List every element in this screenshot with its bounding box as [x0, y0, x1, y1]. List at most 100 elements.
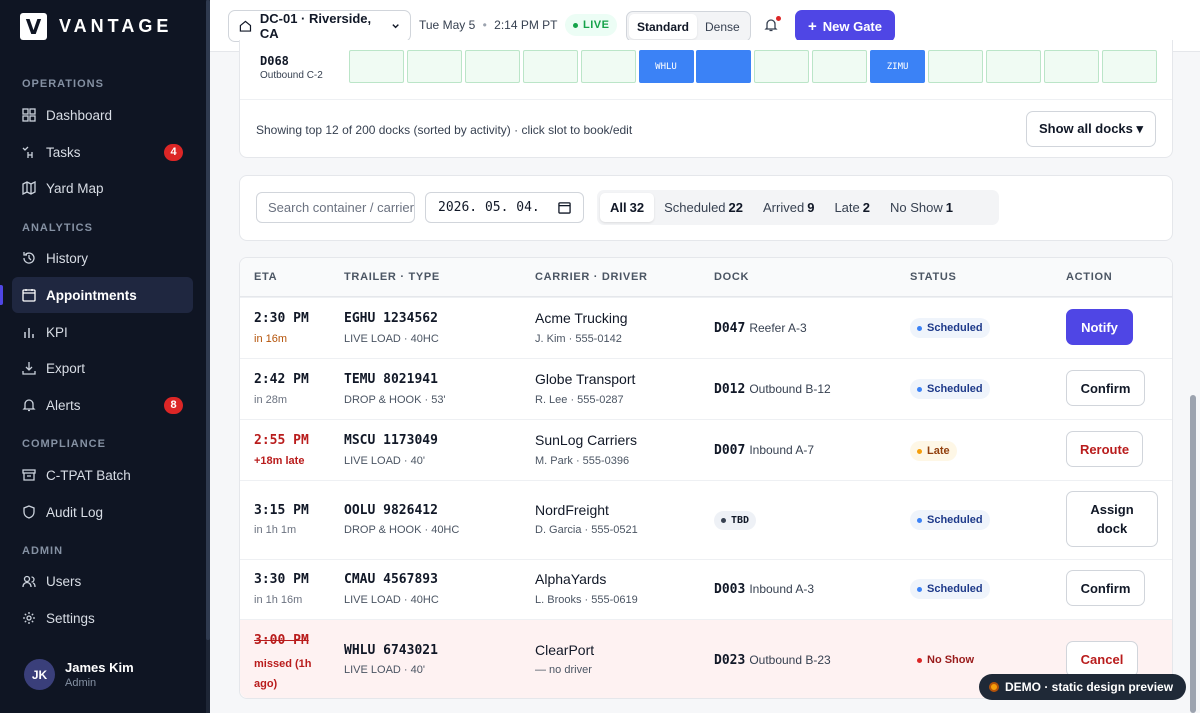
dock-slot-empty[interactable] [812, 50, 868, 83]
dock-slot-empty[interactable] [349, 50, 404, 83]
table-row[interactable]: 2:30 PM in 16m EGHU 1234562 LIVE LOAD · … [240, 297, 1172, 358]
calendar-icon [22, 289, 36, 302]
demo-badge: DEMO · static design preview [979, 674, 1186, 700]
dock-slot-empty[interactable] [1043, 50, 1099, 83]
datetime: Tue May 5 • 2:14 PM PT • [419, 18, 569, 32]
grid-icon [22, 108, 36, 122]
dock-name: Reefer A-3 [749, 321, 807, 335]
tab-late[interactable]: Late 2 [824, 193, 880, 222]
date-input[interactable]: 2026. 05. 04. [425, 192, 584, 223]
confirm-button[interactable]: Confirm [1066, 570, 1145, 606]
confirm-button[interactable]: Confirm [1066, 370, 1145, 406]
table-row[interactable]: 2:42 PM in 28m TEMU 8021941 DROP & HOOK … [240, 358, 1172, 419]
col-status[interactable]: STATUS [910, 271, 957, 283]
site-name: DC-01 · Riverside, CA [259, 11, 372, 41]
section-admin: ADMIN [22, 545, 64, 557]
tab-label: No Show [889, 200, 943, 215]
dock-name: Outbound C-2 [260, 70, 323, 81]
new-gate-button[interactable]: + New Gate [795, 10, 895, 42]
col-carrier[interactable]: CARRIER · DRIVER [535, 271, 648, 283]
bar-chart-icon [24, 328, 34, 338]
tab-no-show[interactable]: No Show 1 [880, 193, 963, 222]
status-badge: Scheduled [910, 579, 990, 599]
dock-slot-empty[interactable] [754, 50, 810, 83]
show-all-docks-button[interactable]: Show all docks ▾ [1026, 111, 1156, 147]
carrier-name: Acme Trucking [535, 310, 628, 326]
sidebar-item-alerts[interactable]: Alerts 8 [12, 387, 193, 423]
driver-info: R. Lee · 555-0287 [535, 394, 624, 406]
sidebar-scrollbar-thumb[interactable] [206, 0, 210, 640]
search-input[interactable]: Search container / carrier [256, 192, 415, 223]
driver-info: J. Kim · 555-0142 [535, 333, 622, 345]
sidebar-item-ctpat-batch[interactable]: C-TPAT Batch [12, 457, 193, 493]
trailer-id: MSCU 1173049 [344, 433, 438, 448]
dock-code: D047 [714, 321, 746, 336]
dock-slot-booked[interactable]: ZIMU [870, 50, 926, 83]
col-eta[interactable]: ETA [254, 271, 278, 283]
logo-icon: V [20, 13, 47, 40]
sidebar-scrollbar[interactable] [206, 0, 210, 713]
col-trailer[interactable]: TRAILER · TYPE [344, 271, 440, 283]
density-standard[interactable]: Standard [629, 14, 698, 39]
tab-label: Late [834, 200, 860, 215]
dock-slot-empty[interactable] [928, 50, 983, 83]
status-label: Scheduled [927, 514, 983, 526]
tab-scheduled[interactable]: Scheduled 22 [654, 193, 753, 222]
sidebar-item-label: Users [46, 573, 82, 589]
sidebar-item-history[interactable]: History [12, 240, 193, 276]
table-row[interactable]: 3:30 PM in 1h 16m CMAU 4567893 LIVE LOAD… [240, 559, 1172, 619]
eta-relative: in 28m [254, 394, 288, 406]
reroute-button[interactable]: Reroute [1066, 431, 1143, 467]
user-profile[interactable]: JK James Kim Admin [24, 659, 134, 690]
trailer-id: CMAU 4567893 [344, 572, 438, 587]
status-dot-icon [917, 517, 922, 523]
eta-relative: +18m late [254, 455, 305, 467]
dock-slot-empty[interactable] [406, 50, 462, 83]
sidebar-item-appointments[interactable]: Appointments [12, 277, 193, 313]
brand[interactable]: V VANTAGE [20, 13, 172, 40]
status-dot-icon [917, 586, 922, 592]
status-label: Scheduled [927, 583, 983, 595]
dock-slot-empty[interactable] [1101, 50, 1157, 83]
dock-slot-booked[interactable] [696, 50, 752, 83]
table-row[interactable]: 2:55 PM +18m late MSCU 1173049 LIVE LOAD… [240, 419, 1172, 480]
notification-bell-icon[interactable] [764, 17, 778, 33]
col-dock[interactable]: DOCK [714, 271, 750, 283]
status-dot-icon [917, 448, 922, 454]
sidebar-item-label: Alerts [46, 397, 81, 413]
dock-slot-booked[interactable]: WHLU [638, 50, 694, 83]
carrier-name: Globe Transport [535, 371, 636, 387]
col-action[interactable]: ACTION [1066, 271, 1113, 283]
sidebar-item-label: History [46, 250, 89, 266]
sidebar-item-users[interactable]: Users [12, 563, 193, 599]
section-analytics: ANALYTICS [22, 222, 93, 234]
sidebar-item-dashboard[interactable]: Dashboard [12, 97, 193, 133]
bell-icon [22, 399, 36, 412]
assign-dock-button[interactable]: Assign dock [1066, 491, 1158, 547]
sidebar-item-settings[interactable]: Settings [12, 600, 193, 636]
calendar-icon[interactable] [558, 201, 571, 214]
dock-slot-empty[interactable] [985, 50, 1041, 83]
tab-all[interactable]: All 32 [600, 193, 655, 222]
sidebar-item-label: Yard Map [46, 180, 104, 196]
notify-button[interactable]: Notify [1066, 309, 1133, 345]
dock-slot-empty[interactable] [464, 50, 520, 83]
trailer-id: OOLU 9826412 [344, 503, 438, 518]
sidebar-item-yard-map[interactable]: Yard Map [12, 170, 193, 206]
site-selector[interactable]: DC-01 · Riverside, CA [228, 10, 411, 42]
sidebar-item-tasks[interactable]: Tasks 4 [12, 134, 193, 170]
dock-slot-empty[interactable] [522, 50, 578, 83]
table-row[interactable]: 3:15 PM in 1h 1m OOLU 9826412 DROP & HOO… [240, 480, 1172, 559]
density-dense[interactable]: Dense [705, 19, 740, 34]
cancel-button[interactable]: Cancel [1066, 641, 1138, 677]
dock-slot-empty[interactable] [580, 50, 636, 83]
status-badge: Scheduled [910, 379, 990, 399]
sidebar-item-audit-log[interactable]: Audit Log [12, 494, 193, 530]
sidebar-item-kpi[interactable]: KPI [12, 314, 193, 350]
tab-arrived[interactable]: Arrived 9 [753, 193, 824, 222]
page-scrollbar-thumb[interactable] [1190, 395, 1196, 713]
dock-code: TBD [731, 515, 750, 526]
dock-cell: D003 Inbound A-3 [714, 582, 814, 597]
history-icon [23, 252, 35, 264]
sidebar-item-export[interactable]: Export [12, 350, 193, 386]
